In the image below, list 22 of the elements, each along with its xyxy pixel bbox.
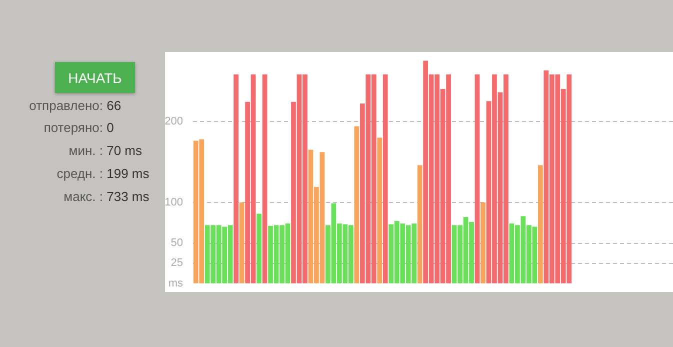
bar bbox=[239, 202, 244, 284]
bar bbox=[256, 214, 262, 284]
bar bbox=[234, 74, 239, 284]
text: потеряно: 0 bbox=[42, 120, 114, 135]
bar bbox=[262, 74, 268, 284]
y-tick-label: 50 bbox=[170, 236, 183, 249]
bar bbox=[382, 74, 388, 284]
text: мин. : 70 ms bbox=[68, 143, 142, 158]
bar bbox=[417, 165, 422, 284]
y-tick-label: 25 bbox=[170, 257, 183, 270]
y-tick-label: 200 bbox=[164, 115, 183, 128]
text: средн. : 199 ms bbox=[56, 166, 150, 181]
text: отправлено: 66 bbox=[28, 98, 122, 113]
bar bbox=[480, 202, 486, 284]
bar bbox=[354, 126, 360, 284]
text: макс. : 733 ms bbox=[62, 189, 150, 204]
bar bbox=[538, 165, 543, 284]
text: НАЧАТЬ bbox=[55, 62, 135, 93]
y-tick-label: ms bbox=[168, 277, 184, 290]
bar bbox=[474, 74, 480, 284]
bar bbox=[377, 138, 382, 284]
y-tick-label: 100 bbox=[164, 196, 183, 208]
